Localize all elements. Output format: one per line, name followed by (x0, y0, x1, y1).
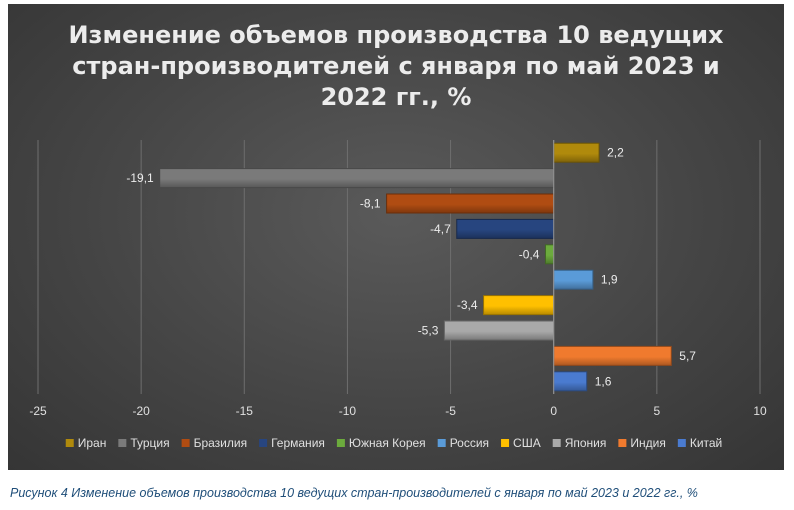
legend-label: Россия (450, 436, 489, 450)
data-label: 1,6 (595, 374, 612, 388)
legend-label: Япония (565, 436, 607, 450)
bar (159, 168, 555, 189)
legend-label: Бразилия (194, 436, 248, 450)
chart-title: Изменение объемов производства 10 ведущи… (68, 21, 724, 111)
x-tick-label: 10 (753, 404, 767, 418)
legend-swatch (259, 439, 268, 447)
x-tick-label: 5 (654, 404, 661, 418)
bar (544, 244, 555, 265)
legend-swatch (552, 439, 561, 447)
legend-label: Турция (130, 436, 169, 450)
bar (553, 345, 672, 366)
bar (553, 142, 600, 163)
data-label: -3,4 (457, 298, 478, 312)
legend-swatch (118, 439, 127, 447)
x-tick-label: -5 (445, 404, 456, 418)
legend-label: Китай (690, 436, 722, 450)
legend-label: США (513, 436, 541, 450)
x-tick-label: 0 (550, 404, 557, 418)
data-label: 2,2 (607, 146, 624, 160)
data-label: -4,7 (430, 222, 451, 236)
legend-swatch (336, 439, 345, 447)
bar (386, 193, 555, 214)
data-label: -19,1 (126, 171, 154, 185)
data-label: 5,7 (679, 349, 696, 363)
bar (553, 371, 588, 392)
legend-label: Южная Корея (349, 436, 426, 450)
legend-label: Иран (78, 436, 107, 450)
bar (456, 218, 555, 239)
x-tick-label: -25 (29, 404, 47, 418)
legend-label: Германия (271, 436, 325, 450)
legend-swatch (437, 439, 446, 447)
data-label: -8,1 (360, 197, 381, 211)
legend-swatch (65, 439, 74, 447)
bar (483, 295, 555, 316)
legend-label: Индия (630, 436, 665, 450)
legend-swatch (677, 439, 686, 447)
data-label: -5,3 (418, 324, 439, 338)
figure-caption: Рисунок 4 Изменение объемов производства… (10, 486, 698, 500)
x-tick-label: -10 (339, 404, 357, 418)
legend-swatch (501, 439, 510, 447)
data-label: -0,4 (519, 247, 540, 261)
bar (553, 269, 594, 290)
bar-chart: -25 -20 -15 -10 -5 0 5 10 2,2 -19,1 -8,1 -4,7 -0,4 1,… (29, 140, 767, 450)
chart-panel: Изменение объемов производства 10 ведущи… (8, 4, 784, 470)
data-label: 1,9 (601, 273, 618, 287)
legend-swatch (181, 439, 190, 447)
legend-swatch (618, 439, 627, 447)
x-tick-label: -20 (132, 404, 150, 418)
x-tick-label: -15 (236, 404, 254, 418)
bar (443, 320, 555, 341)
